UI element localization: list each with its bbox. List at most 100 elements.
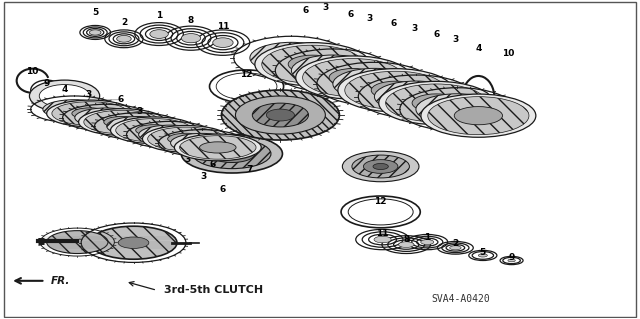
Ellipse shape	[412, 94, 460, 112]
Text: 2: 2	[452, 239, 458, 248]
Ellipse shape	[454, 107, 502, 125]
Text: 8: 8	[188, 16, 194, 25]
Ellipse shape	[373, 163, 388, 169]
Ellipse shape	[338, 69, 453, 112]
Ellipse shape	[379, 81, 493, 124]
Text: 3: 3	[367, 14, 373, 23]
Text: 6: 6	[220, 185, 226, 194]
Ellipse shape	[288, 55, 337, 73]
Ellipse shape	[84, 110, 160, 134]
Ellipse shape	[416, 94, 499, 125]
Ellipse shape	[111, 117, 197, 144]
Text: 10: 10	[502, 48, 515, 58]
Ellipse shape	[221, 150, 242, 158]
Text: 3: 3	[184, 155, 190, 164]
Text: 5: 5	[92, 8, 99, 17]
Text: 3: 3	[86, 90, 92, 99]
Text: 12: 12	[240, 70, 253, 79]
Ellipse shape	[90, 113, 123, 122]
Text: 3: 3	[322, 3, 328, 12]
Ellipse shape	[291, 55, 374, 86]
Ellipse shape	[252, 103, 308, 127]
Text: 3rd-5th CLUTCH: 3rd-5th CLUTCH	[164, 286, 262, 295]
Ellipse shape	[311, 62, 355, 79]
Text: 6: 6	[209, 160, 216, 169]
Ellipse shape	[420, 240, 434, 245]
Ellipse shape	[181, 135, 282, 173]
Ellipse shape	[168, 133, 204, 145]
Ellipse shape	[421, 94, 536, 137]
Text: 5: 5	[480, 248, 486, 257]
Text: 7: 7	[246, 165, 253, 174]
Ellipse shape	[75, 108, 138, 127]
Text: 6: 6	[156, 121, 162, 130]
Text: 6: 6	[348, 10, 354, 19]
Ellipse shape	[428, 97, 529, 135]
Text: 8: 8	[403, 235, 410, 244]
Ellipse shape	[79, 109, 166, 135]
Ellipse shape	[212, 38, 233, 48]
Ellipse shape	[345, 71, 446, 109]
Text: 12: 12	[374, 197, 387, 206]
Text: 9: 9	[508, 253, 515, 262]
Ellipse shape	[478, 254, 487, 257]
Ellipse shape	[171, 133, 233, 152]
Ellipse shape	[107, 116, 169, 136]
Text: 10: 10	[26, 67, 39, 76]
Text: 11: 11	[217, 22, 229, 31]
Ellipse shape	[72, 108, 108, 119]
Ellipse shape	[143, 125, 229, 152]
Ellipse shape	[374, 236, 391, 243]
Ellipse shape	[148, 127, 224, 151]
Ellipse shape	[255, 43, 370, 86]
Ellipse shape	[39, 85, 90, 108]
Text: 3: 3	[201, 173, 207, 182]
Ellipse shape	[353, 76, 396, 92]
Ellipse shape	[116, 119, 192, 142]
Ellipse shape	[116, 35, 131, 42]
Text: 1: 1	[156, 11, 162, 20]
Ellipse shape	[352, 155, 410, 178]
Ellipse shape	[174, 134, 261, 161]
Ellipse shape	[136, 125, 172, 136]
Ellipse shape	[450, 246, 461, 250]
Text: 6: 6	[196, 146, 202, 155]
Ellipse shape	[104, 116, 140, 128]
Ellipse shape	[193, 139, 271, 169]
Ellipse shape	[181, 33, 201, 43]
Ellipse shape	[250, 42, 333, 73]
Text: 1: 1	[424, 233, 431, 242]
Ellipse shape	[47, 231, 108, 254]
Text: 11: 11	[376, 229, 389, 238]
Text: 9: 9	[44, 79, 50, 88]
Ellipse shape	[209, 145, 255, 162]
Ellipse shape	[399, 242, 414, 248]
Ellipse shape	[269, 50, 313, 66]
Text: 6: 6	[303, 6, 309, 15]
Ellipse shape	[386, 84, 487, 122]
Ellipse shape	[118, 237, 149, 249]
Ellipse shape	[90, 30, 101, 35]
Text: 2: 2	[121, 19, 127, 27]
Text: FR.: FR.	[51, 276, 70, 286]
Ellipse shape	[29, 80, 100, 112]
Ellipse shape	[52, 102, 128, 125]
Ellipse shape	[43, 100, 106, 119]
Ellipse shape	[221, 90, 339, 140]
Ellipse shape	[186, 138, 218, 148]
Ellipse shape	[266, 109, 294, 121]
Ellipse shape	[154, 130, 186, 140]
Ellipse shape	[236, 96, 325, 134]
Ellipse shape	[374, 81, 457, 112]
Text: 6: 6	[118, 95, 124, 104]
Text: 3: 3	[412, 24, 418, 33]
Text: 4: 4	[61, 85, 68, 94]
Ellipse shape	[371, 81, 419, 99]
Ellipse shape	[394, 88, 438, 105]
Ellipse shape	[508, 259, 515, 262]
Text: 3: 3	[175, 133, 181, 142]
Ellipse shape	[329, 69, 378, 87]
Ellipse shape	[333, 68, 415, 100]
Ellipse shape	[122, 121, 154, 131]
Ellipse shape	[200, 142, 236, 153]
